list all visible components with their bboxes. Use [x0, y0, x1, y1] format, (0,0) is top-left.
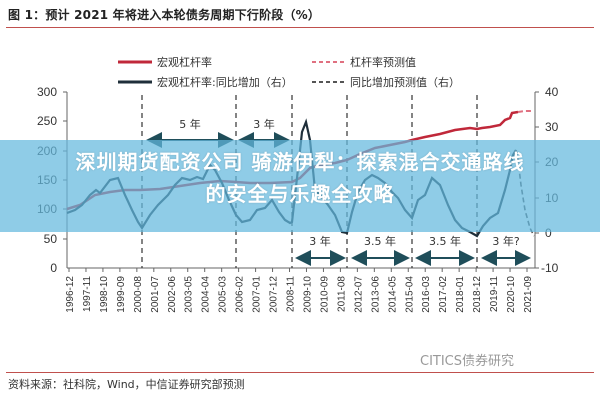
right-tick-0: 0 — [545, 226, 552, 240]
annotation-3-5yr-b: 3.5 年 — [429, 234, 461, 248]
chart-title: 图 1：预计 2021 年将进入本轮债务周期下行阶段（%） — [8, 8, 321, 22]
left-tick-300: 300 — [37, 85, 57, 99]
x-tick-label: 2009-10 — [302, 276, 313, 313]
left-tick-50: 50 — [44, 232, 58, 246]
source-note: 资料来源：社科院，Wind，中信证券研究部预测 — [8, 378, 245, 391]
x-tick-label: 2012-07 — [353, 276, 364, 313]
x-tick-label: 2018-12 — [472, 276, 483, 313]
series-leverage-forecast — [517, 110, 532, 113]
legend-label-leverage: 宏观杠杆率 — [157, 55, 212, 69]
x-tick-label: 2018-01 — [455, 276, 466, 313]
x-tick-label: 2008-11 — [286, 276, 297, 312]
banner-line-1: 深圳期货配资公司 骑游伊犁：探索混合交通路线 — [75, 150, 525, 174]
x-tick-label: 2019-11 — [489, 276, 500, 312]
x-tick-label: 2004-04 — [201, 276, 212, 313]
legend-label-yoy-forecast: 同比增加预测值（右） — [350, 75, 460, 89]
x-tick-label: 1996-12 — [65, 276, 76, 313]
overlay-banner — [0, 140, 600, 232]
left-tick-0: 0 — [50, 261, 57, 275]
x-tick-label: 2020-10 — [506, 276, 517, 313]
left-tick-250: 250 — [37, 114, 57, 128]
x-tick-label: 2014-05 — [387, 276, 398, 313]
cycle-boundaries — [141, 95, 478, 268]
right-tick-40: 40 — [545, 85, 559, 99]
x-tick-label: 2006-02 — [235, 276, 246, 313]
legend-label-leverage-forecast: 杠杆率预测值 — [350, 55, 416, 69]
legend-label-yoy: 宏观杠杆率:同比增加（右） — [157, 75, 293, 89]
right-tick-30: 30 — [545, 120, 559, 134]
x-tick-labels: 1996-12 1997-11 1998-10 1999-09 2000-08 2001-… — [65, 268, 534, 313]
legend: 宏观杠杆率 杠杆率预测值 宏观杠杆率:同比增加（右） 同比增加预测值（右） — [118, 55, 460, 89]
annotation-3-5yr-a: 3.5 年 — [364, 234, 396, 248]
footer-divider — [6, 372, 594, 373]
x-tick-label: 2011-08 — [336, 276, 347, 312]
title-divider — [6, 27, 594, 28]
x-tick-label: 2013-06 — [370, 276, 381, 313]
x-tick-label: 2017-02 — [438, 276, 449, 313]
x-tick-label: 2003-05 — [184, 276, 195, 313]
annotation-3yr-b: 3 年 — [309, 234, 331, 248]
x-tick-label: 1998-10 — [99, 276, 110, 313]
right-tick-neg10: -10 — [541, 261, 559, 275]
annotation-3yr-forecast: 3 年? — [492, 234, 519, 248]
x-tick-label: 2016-03 — [421, 276, 432, 313]
x-tick-label: 2005-03 — [218, 276, 229, 313]
x-tick-label: 2000-08 — [133, 276, 144, 313]
annotation-5yr: 5 年 — [179, 117, 201, 131]
x-tick-label: 2010-09 — [319, 276, 330, 313]
watermark: CITICS债券研究 — [420, 354, 515, 369]
x-tick-label: 2001-07 — [150, 276, 161, 313]
x-tick-label: 2007-01 — [252, 276, 263, 313]
x-tick-label: 1999-09 — [116, 276, 127, 313]
x-axis: 1996-12 1997-11 1998-10 1999-09 2000-08 2001-… — [65, 267, 535, 313]
x-tick-label: 2021-09 — [523, 276, 534, 313]
annotation-3yr-a: 3 年 — [253, 117, 275, 131]
overlay-banner-text: 深圳期货配资公司 骑游伊犁：探索混合交通路线 的安全与乐趣全攻略 — [0, 146, 600, 210]
x-tick-label: 1997-11 — [82, 276, 93, 312]
period-annotations: 5 年 3 年 3 年 3.5 年 3.5 年 3 年? — [146, 117, 531, 266]
x-tick-label: 2015-04 — [404, 276, 415, 313]
x-tick-label: 2002-06 — [167, 276, 178, 313]
banner-line-2: 的安全与乐趣全攻略 — [205, 182, 395, 206]
x-tick-label: 2007-12 — [269, 276, 280, 313]
